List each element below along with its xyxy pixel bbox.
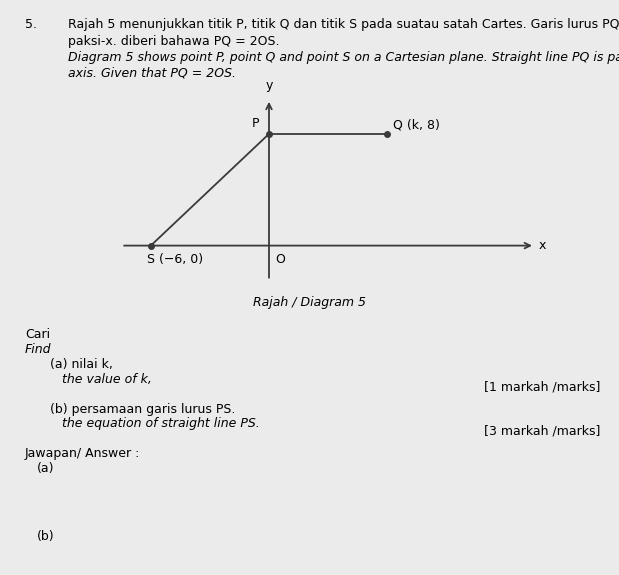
- Text: the value of k,: the value of k,: [62, 373, 152, 386]
- Text: Find: Find: [25, 343, 51, 356]
- Text: axis. Given that PQ = 2OS.: axis. Given that PQ = 2OS.: [68, 67, 236, 80]
- Text: x: x: [539, 239, 546, 252]
- Text: O: O: [275, 252, 285, 266]
- Text: P: P: [252, 117, 259, 130]
- Text: the equation of straight line PS.: the equation of straight line PS.: [62, 417, 259, 431]
- Text: 5.: 5.: [25, 18, 37, 32]
- Text: [1 markah /marks]: [1 markah /marks]: [484, 380, 600, 393]
- Text: (a) nilai k,: (a) nilai k,: [50, 358, 113, 371]
- Text: y: y: [266, 79, 273, 92]
- Text: Diagram 5 shows point P, point Q and point S on a Cartesian plane. Straight line: Diagram 5 shows point P, point Q and poi…: [68, 51, 619, 64]
- Text: (a): (a): [37, 462, 54, 476]
- Text: S (−6, 0): S (−6, 0): [147, 252, 203, 266]
- Text: Cari: Cari: [25, 328, 50, 341]
- Text: Q (k, 8): Q (k, 8): [393, 118, 440, 131]
- Text: (b) persamaan garis lurus PS.: (b) persamaan garis lurus PS.: [50, 402, 235, 416]
- Text: (b): (b): [37, 530, 54, 543]
- Text: Jawapan/ Answer :: Jawapan/ Answer :: [25, 447, 140, 461]
- Text: paksi-x. diberi bahawa PQ = 2OS.: paksi-x. diberi bahawa PQ = 2OS.: [68, 34, 280, 48]
- Text: Rajah / Diagram 5: Rajah / Diagram 5: [253, 296, 366, 309]
- Text: [3 markah /marks]: [3 markah /marks]: [484, 425, 600, 438]
- Text: Rajah 5 menunjukkan titik P, titik Q dan titik S pada suatau satah Cartes. Garis: Rajah 5 menunjukkan titik P, titik Q dan…: [68, 18, 619, 32]
